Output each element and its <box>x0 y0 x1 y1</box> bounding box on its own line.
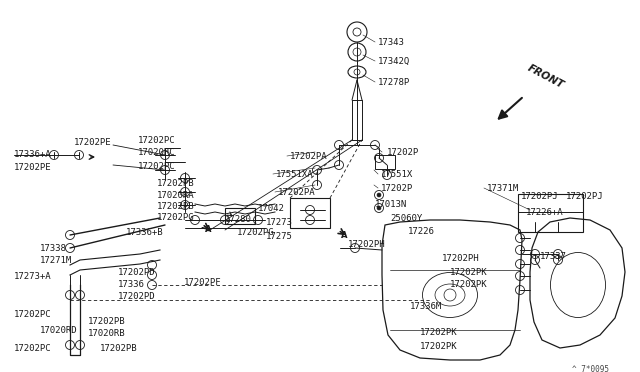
Text: 17202PD: 17202PD <box>118 292 156 301</box>
Text: 17202PG: 17202PG <box>237 228 275 237</box>
Text: 17202PJ: 17202PJ <box>566 192 604 201</box>
Text: 17202PK: 17202PK <box>420 342 458 351</box>
Text: 17202PC: 17202PC <box>14 310 52 319</box>
Text: ^ 7*0095: ^ 7*0095 <box>572 365 609 372</box>
Bar <box>375 155 395 169</box>
Text: 17551XA: 17551XA <box>276 170 314 179</box>
Text: 17202PE: 17202PE <box>14 163 52 172</box>
Text: 17336: 17336 <box>118 280 145 289</box>
Text: 17202PH: 17202PH <box>348 240 386 249</box>
Text: 17202PG: 17202PG <box>157 213 195 222</box>
Circle shape <box>354 69 360 75</box>
Text: 17020RB: 17020RB <box>88 329 125 338</box>
Text: 17202PD: 17202PD <box>118 268 156 277</box>
Text: 17273: 17273 <box>266 218 293 227</box>
Text: 17202P: 17202P <box>387 148 419 157</box>
Text: 17202PH: 17202PH <box>442 254 479 263</box>
Text: 17202PE: 17202PE <box>74 138 111 147</box>
Text: 17202P: 17202P <box>381 184 413 193</box>
Text: 17020RD: 17020RD <box>40 326 77 335</box>
Circle shape <box>377 206 381 210</box>
Text: 17020RC: 17020RC <box>138 148 175 157</box>
Text: 17336+A: 17336+A <box>14 150 52 159</box>
Text: 17202PK: 17202PK <box>450 268 488 277</box>
Text: 17202PJ: 17202PJ <box>521 192 559 201</box>
Text: 17202PB: 17202PB <box>100 344 138 353</box>
Text: 17226: 17226 <box>408 227 435 236</box>
Text: 17202PB: 17202PB <box>157 179 195 188</box>
Text: 17336M: 17336M <box>410 302 442 311</box>
Text: 17202PA: 17202PA <box>278 188 316 197</box>
Text: 17020RA: 17020RA <box>157 191 195 200</box>
Text: 17371M: 17371M <box>487 184 519 193</box>
Text: 17551X: 17551X <box>381 170 413 179</box>
Text: 17278P: 17278P <box>378 78 410 87</box>
Text: 17202PF: 17202PF <box>184 278 221 287</box>
Text: 17226+A: 17226+A <box>526 208 564 217</box>
Text: 17273+A: 17273+A <box>14 272 52 281</box>
Text: 17202PA: 17202PA <box>290 152 328 161</box>
Text: 17280: 17280 <box>225 215 252 224</box>
Bar <box>225 208 255 224</box>
Bar <box>290 198 330 228</box>
Bar <box>518 194 583 232</box>
Text: 17202PC: 17202PC <box>138 136 175 145</box>
Text: 17337: 17337 <box>540 252 567 261</box>
Text: 17275: 17275 <box>266 232 293 241</box>
Text: 25060Y: 25060Y <box>390 214 422 223</box>
Text: 17343: 17343 <box>378 38 405 47</box>
Text: FRONT: FRONT <box>526 62 566 90</box>
Circle shape <box>377 193 381 197</box>
Text: 17338: 17338 <box>40 244 67 253</box>
Text: 17271M: 17271M <box>40 256 72 265</box>
Text: 17202PK: 17202PK <box>420 328 458 337</box>
Text: 17013N: 17013N <box>375 200 407 209</box>
Text: A: A <box>340 231 348 240</box>
Text: 17202PB: 17202PB <box>88 317 125 326</box>
Text: 17202PB: 17202PB <box>157 202 195 211</box>
Text: 17336+B: 17336+B <box>126 228 164 237</box>
Text: 17202PC: 17202PC <box>14 344 52 353</box>
Text: 17342Q: 17342Q <box>378 57 410 66</box>
Text: A: A <box>205 225 211 234</box>
Text: 17202PK: 17202PK <box>450 280 488 289</box>
Text: 17042: 17042 <box>258 204 285 213</box>
Text: 17202PC: 17202PC <box>138 162 175 171</box>
